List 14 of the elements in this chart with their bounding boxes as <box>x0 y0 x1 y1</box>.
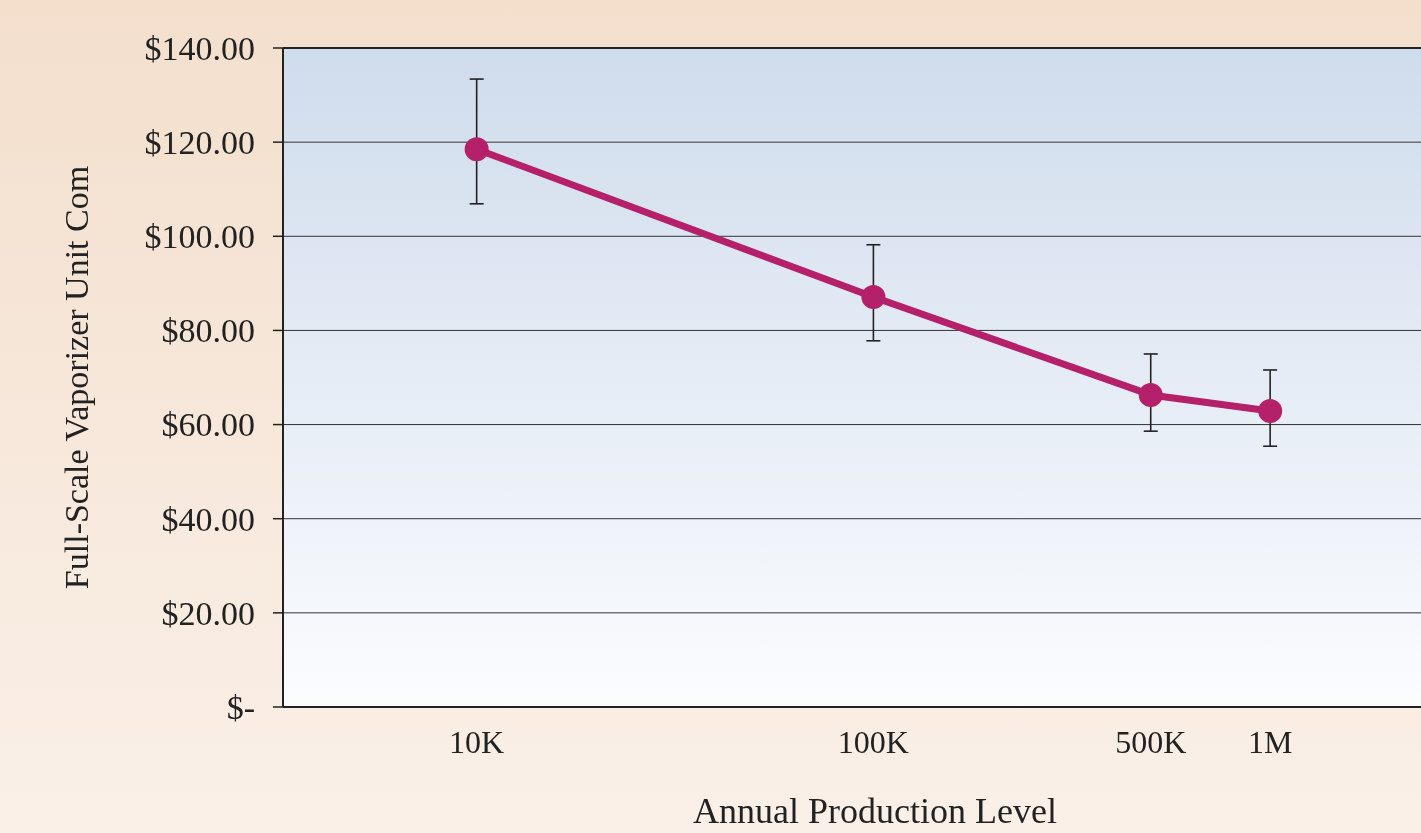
y-tick-label: $120.00 <box>144 124 255 162</box>
x-axis-title: Annual Production Level <box>693 791 1057 831</box>
x-tick-label: 10K <box>449 724 505 760</box>
y-tick-label: $100.00 <box>144 218 255 256</box>
x-tick-label: 500K <box>1115 724 1187 760</box>
y-axis-title: Full-Scale Vaporizer Unit Com <box>58 165 95 590</box>
y-tick-label: $20.00 <box>161 594 255 632</box>
y-tick-label: $140.00 <box>144 29 255 67</box>
y-tick-label: $60.00 <box>161 406 255 444</box>
y-tick-label: $40.00 <box>161 500 255 538</box>
x-tick-label: 100K <box>837 724 909 760</box>
y-tick-label: $80.00 <box>161 312 255 350</box>
x-tick-label: 1M <box>1247 724 1293 760</box>
y-tick-label: $- <box>226 688 255 726</box>
